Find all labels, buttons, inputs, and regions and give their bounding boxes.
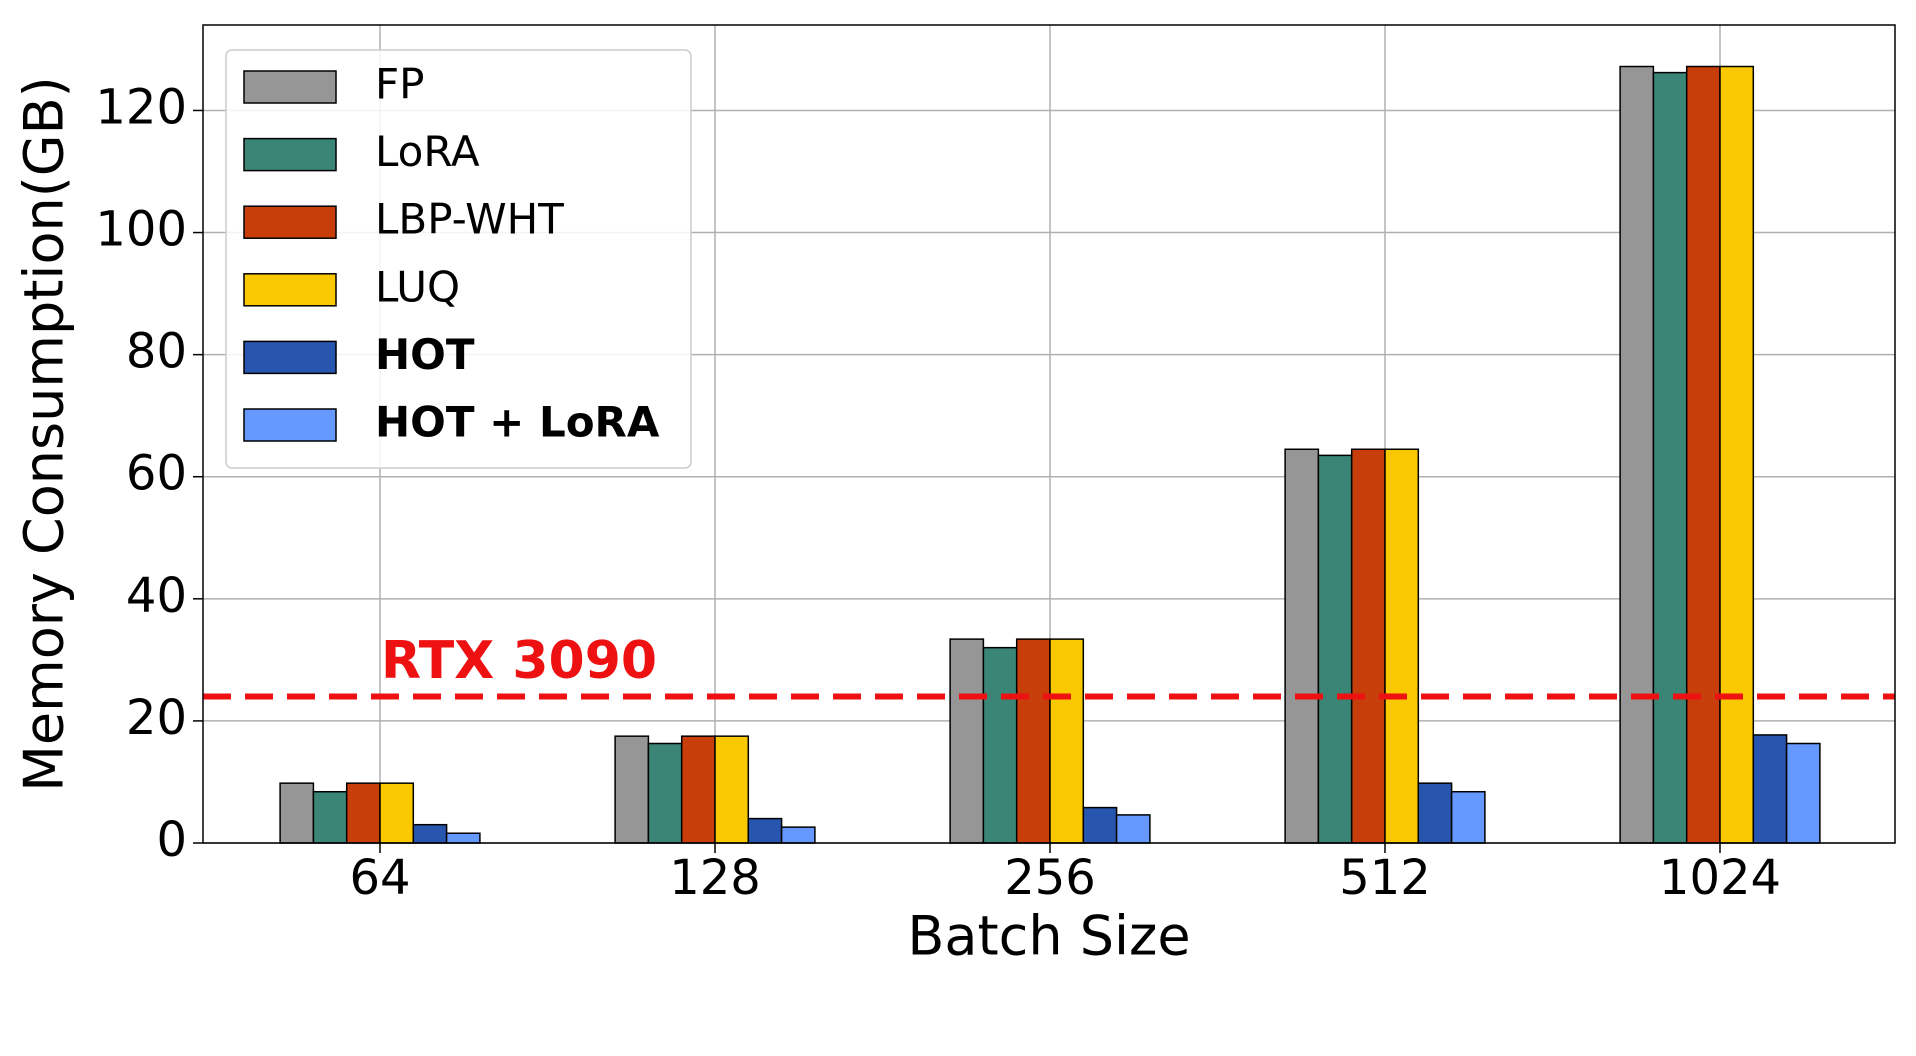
bar xyxy=(345,782,381,844)
legend: FP LoRA LBP-WHT LUQ HOT HOT + LoRA xyxy=(225,49,692,469)
legend-swatch xyxy=(243,340,337,375)
y-tick-label: 20 xyxy=(126,690,187,746)
bar xyxy=(379,782,415,844)
bar xyxy=(1785,742,1821,844)
legend-swatch xyxy=(243,273,337,307)
bar xyxy=(614,735,650,844)
legend-swatch xyxy=(243,137,337,172)
bar xyxy=(949,638,985,844)
bar xyxy=(1284,448,1320,844)
legend-box xyxy=(225,49,692,469)
x-tick-label: 512 xyxy=(1339,850,1431,906)
bar xyxy=(412,823,448,844)
y-tick-label: 0 xyxy=(156,812,187,868)
bar xyxy=(1450,790,1486,844)
legend-label: HOT xyxy=(375,330,475,379)
bar xyxy=(714,735,750,844)
legend-label: LBP-WHT xyxy=(375,195,564,244)
x-tick-label: 1024 xyxy=(1659,850,1781,906)
x-tick-label: 64 xyxy=(349,850,410,906)
legend-label: LUQ xyxy=(375,262,460,311)
bar xyxy=(647,742,683,844)
y-tick-label: 60 xyxy=(126,446,187,502)
x-axis-label: Batch Size xyxy=(907,905,1190,968)
legend-label: LoRA xyxy=(375,127,480,176)
legend-swatch xyxy=(243,408,337,442)
bar xyxy=(312,790,348,844)
bar xyxy=(445,832,481,844)
y-axis-label: Memory Consumption(GB) xyxy=(13,76,76,791)
y-tick-label: 80 xyxy=(126,324,187,380)
legend-swatch xyxy=(243,205,337,239)
plot-frame xyxy=(202,24,1896,844)
bar xyxy=(1317,454,1353,844)
bar xyxy=(1115,814,1151,844)
bar xyxy=(1384,448,1420,844)
bar xyxy=(747,817,783,844)
bar xyxy=(1350,448,1386,844)
y-tick-label: 120 xyxy=(95,79,187,135)
bar xyxy=(1015,638,1051,844)
bar xyxy=(1752,734,1788,844)
bar xyxy=(780,826,816,844)
reference-label: RTX 3090 xyxy=(381,631,657,691)
x-tick-label: 256 xyxy=(1004,850,1096,906)
bar xyxy=(1082,806,1118,844)
bar xyxy=(279,782,315,844)
bar xyxy=(1685,65,1721,844)
bar xyxy=(1417,782,1453,844)
legend-swatch xyxy=(243,70,337,104)
bar xyxy=(1652,71,1688,844)
y-tick-label: 40 xyxy=(126,568,187,624)
legend-label: FP xyxy=(375,60,425,109)
bar xyxy=(1719,65,1755,844)
bar xyxy=(1049,638,1085,844)
bar xyxy=(1619,65,1655,844)
bar xyxy=(982,646,1018,844)
x-tick-label: 128 xyxy=(669,850,761,906)
y-tick-label: 100 xyxy=(95,202,187,258)
bar xyxy=(680,735,716,844)
legend-label: HOT + LoRA xyxy=(375,398,660,447)
